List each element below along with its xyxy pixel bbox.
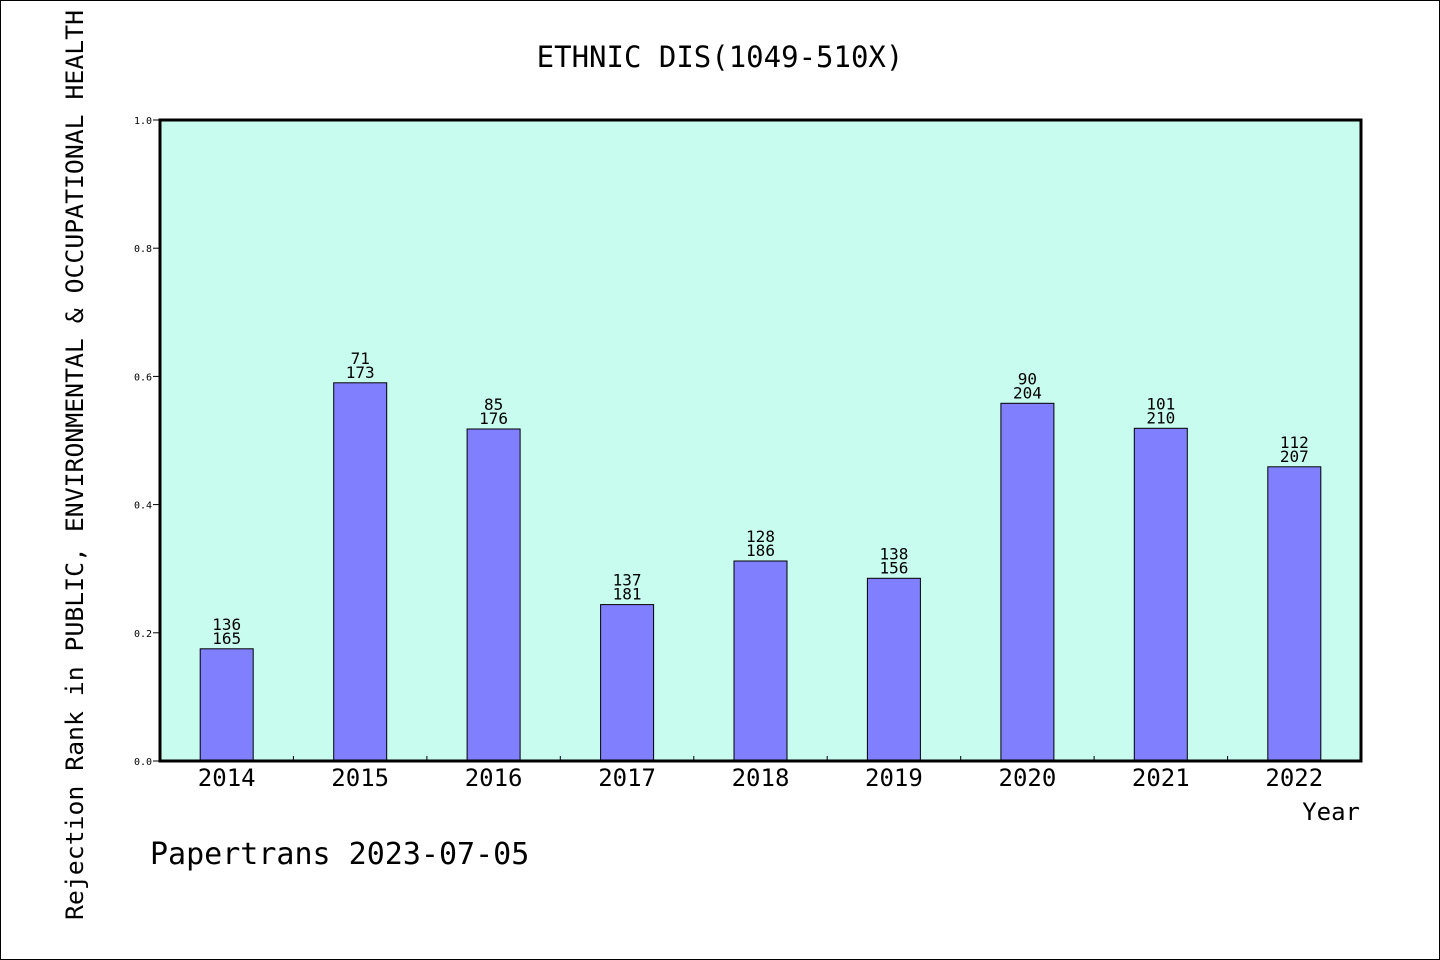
y-axis-label: Rejection Rank in PUBLIC, ENVIRONMENTAL …	[61, 10, 89, 920]
bar-label: 210	[1146, 408, 1175, 427]
bar-2019	[866, 577, 921, 762]
bar-label: 156	[879, 558, 908, 577]
bar-2015	[333, 382, 388, 762]
bar-label: 207	[1280, 447, 1309, 466]
bar-label: 204	[1013, 383, 1042, 402]
x-tick-label: 2014	[198, 764, 256, 792]
y-tick-label: 0.8	[134, 244, 152, 255]
x-tick-label: 2015	[331, 764, 389, 792]
plot-frame	[158, 118, 1363, 763]
x-tick-label: 2017	[598, 764, 656, 792]
x-tick-label: 2019	[865, 764, 923, 792]
bar-label: 181	[613, 585, 642, 604]
bar-label: 176	[479, 409, 508, 428]
x-tick-label: 2022	[1265, 764, 1323, 792]
bar-2021	[1133, 427, 1188, 762]
bar-2018	[733, 560, 788, 762]
bar-2020	[1000, 402, 1055, 762]
bar-label: 138	[879, 544, 908, 563]
footer-text: Papertrans 2023-07-05	[150, 837, 529, 872]
x-axis-label: Year	[1302, 798, 1360, 826]
bars-layer	[199, 382, 1322, 762]
y-tick-label: 0.2	[134, 629, 152, 640]
bar-label: 101	[1146, 394, 1175, 413]
x-tick-label: 2021	[1132, 764, 1190, 792]
y-tick-label: 0.6	[134, 372, 152, 383]
bar-2022	[1267, 466, 1322, 762]
bar-2014	[199, 648, 254, 762]
bar-label: 128	[746, 527, 775, 546]
bar-label: 173	[346, 363, 375, 382]
chart-title: ETHNIC DIS(1049-510X)	[537, 40, 904, 74]
bar-label: 186	[746, 541, 775, 560]
bar-label: 112	[1280, 433, 1309, 452]
bar-label: 85	[484, 395, 503, 414]
bar-label: 71	[351, 349, 370, 368]
bar-2017	[600, 604, 655, 762]
bar-2016	[466, 428, 521, 762]
y-tick-label: 0.4	[134, 501, 152, 512]
x-tick-label: 2018	[732, 764, 790, 792]
x-tick-label: 2016	[465, 764, 523, 792]
bar-label: 137	[613, 571, 642, 590]
bar-label: 136	[212, 615, 241, 634]
bar-label: 90	[1018, 369, 1037, 388]
bar-label: 165	[212, 629, 241, 648]
y-tick-label: 1.0	[134, 116, 152, 127]
x-tick-label: 2020	[999, 764, 1057, 792]
axis-layer: 2014 2015 2016 2017 2018 2019 2020 2021 2022 0.0 0…	[134, 116, 1363, 792]
y-tick-label: 0.0	[134, 757, 152, 768]
